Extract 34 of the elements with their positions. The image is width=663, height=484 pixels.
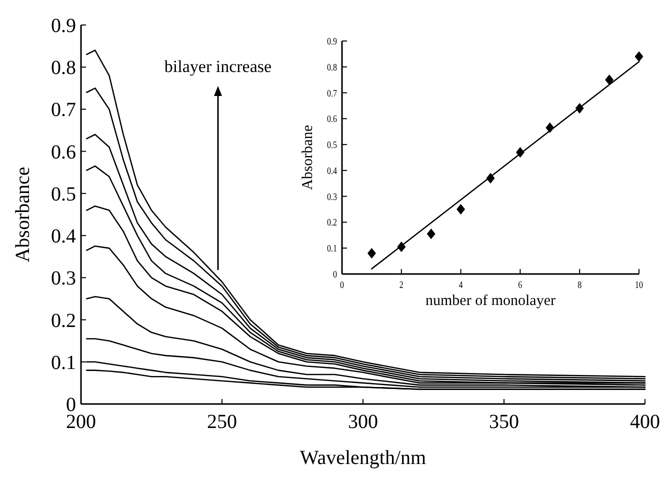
x-tick-label: 2 <box>399 279 404 290</box>
y-tick-label: 0.5 <box>327 139 338 150</box>
y-tick-label: 0.5 <box>51 183 76 206</box>
x-axis-title: number of monolayer <box>426 293 556 309</box>
y-tick-label: 0.7 <box>51 99 76 122</box>
y-tick-label: 0.2 <box>51 310 76 332</box>
x-tick-label: 350 <box>489 411 519 433</box>
x-tick-label: 250 <box>207 411 237 433</box>
x-axis-title: Wavelength/nm <box>300 447 427 469</box>
x-tick-label: 4 <box>458 279 464 290</box>
y-tick-label: 0.6 <box>51 141 76 164</box>
y-tick-label: 0.3 <box>327 191 338 202</box>
y-tick-label: 0.8 <box>51 57 76 80</box>
x-tick-label: 8 <box>578 279 582 290</box>
x-tick-label: 400 <box>630 411 660 433</box>
annotation: bilayer increase <box>164 57 272 76</box>
y-tick-label: 0.3 <box>51 268 76 290</box>
y-tick-label: 0.1 <box>327 242 337 254</box>
y-axis-title: Absorbance <box>12 166 34 262</box>
y-tick-label: 0.2 <box>327 216 338 228</box>
y-tick-label: 0.4 <box>51 226 76 248</box>
y-tick-label: 0.7 <box>327 87 338 98</box>
y-tick-label: 0.1 <box>51 352 76 374</box>
y-tick-label: 0 <box>332 268 338 280</box>
y-axis-title: Absorbane <box>300 124 316 190</box>
y-tick-label: 0.6 <box>327 113 338 124</box>
x-tick-label: 300 <box>348 411 378 433</box>
x-tick-label: 6 <box>518 279 523 290</box>
y-tick-label: 0.9 <box>51 15 76 37</box>
y-tick-label: 0.9 <box>327 36 338 47</box>
x-tick-label: 10 <box>635 279 644 290</box>
y-tick-label: 0.8 <box>327 62 338 73</box>
y-tick-label: 0.4 <box>327 165 338 176</box>
x-tick-label: 0 <box>340 279 344 290</box>
